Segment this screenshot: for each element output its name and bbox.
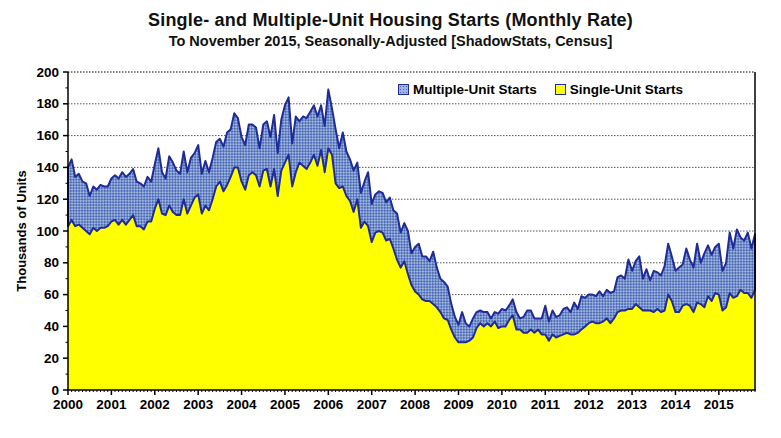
svg-text:120: 120 — [36, 192, 59, 207]
housing-starts-figure: Single- and Multiple-Unit Housing Starts… — [0, 0, 781, 438]
single-unit-swatch-icon — [555, 84, 566, 95]
svg-text:2006: 2006 — [313, 397, 344, 412]
svg-text:100: 100 — [36, 224, 59, 239]
svg-text:2001: 2001 — [96, 397, 127, 412]
svg-text:2004: 2004 — [227, 397, 258, 412]
legend-item-single-unit: Single-Unit Starts — [555, 82, 683, 97]
svg-text:140: 140 — [36, 160, 59, 175]
svg-text:2013: 2013 — [617, 397, 648, 412]
svg-text:180: 180 — [36, 96, 59, 111]
svg-text:60: 60 — [44, 287, 59, 302]
svg-text:2015: 2015 — [704, 397, 735, 412]
svg-text:2009: 2009 — [443, 397, 473, 412]
svg-text:2000: 2000 — [53, 397, 83, 412]
svg-text:20: 20 — [44, 351, 59, 366]
svg-text:2007: 2007 — [357, 397, 387, 412]
svg-text:2014: 2014 — [660, 397, 691, 412]
svg-text:2002: 2002 — [140, 397, 170, 412]
svg-text:40: 40 — [44, 319, 59, 334]
stacked-area-plot: 0 20 40 60 80 100 120 140 160 180 200 2000 2001 2002 2… — [0, 0, 781, 438]
svg-text:0: 0 — [51, 383, 59, 398]
svg-text:2011: 2011 — [531, 397, 561, 412]
svg-text:80: 80 — [44, 255, 59, 270]
legend-label-multiple-unit: Multiple-Unit Starts — [413, 82, 537, 97]
legend-item-multiple-unit: Multiple-Unit Starts — [398, 82, 537, 97]
svg-text:2003: 2003 — [183, 397, 214, 412]
svg-text:2008: 2008 — [400, 397, 431, 412]
svg-text:2012: 2012 — [574, 397, 604, 412]
svg-text:2005: 2005 — [270, 397, 301, 412]
svg-text:2010: 2010 — [487, 397, 517, 412]
legend-label-single-unit: Single-Unit Starts — [570, 82, 683, 97]
multiple-unit-swatch-icon — [398, 84, 409, 95]
svg-text:160: 160 — [36, 128, 59, 143]
svg-text:200: 200 — [36, 65, 59, 80]
chart-legend: Multiple-Unit Starts Single-Unit Starts — [398, 82, 683, 97]
